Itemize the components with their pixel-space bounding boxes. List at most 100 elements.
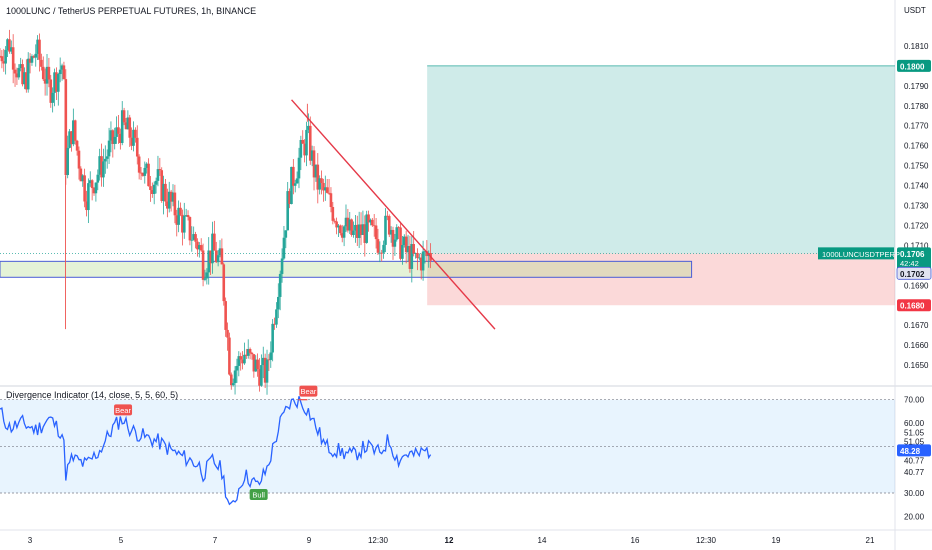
candle-body [222,264,226,302]
price-tick-label: 0.1730 [904,201,929,210]
candle-body [124,122,128,130]
signal-bear-badge [114,404,133,416]
candle-body [179,207,182,215]
candle-body [47,66,51,80]
candle-body [378,252,382,254]
candle-body [344,217,348,227]
candle-body [297,157,301,179]
price-tick-label: 0.1670 [904,321,929,330]
time-tick-label: 21 [866,536,875,545]
candle-body [278,273,282,297]
candle-body [207,250,211,273]
candle-body [331,207,335,221]
signal-bear-label: Bear [300,387,316,396]
price-tick-label: 0.1810 [904,42,929,51]
candle-body [149,186,152,191]
candle-body [41,66,45,80]
chart-title: 1000LUNC / TetherUS PERPETUAL FUTURES, 1… [6,6,256,16]
candle-body [209,250,212,264]
candle-body [87,183,90,211]
candle-body [282,237,286,259]
candle-body [386,215,389,217]
candle-body [263,357,267,383]
candle-body [198,245,201,250]
candle-body [318,178,321,190]
candle-body [15,73,19,78]
candle-body [2,61,6,64]
candle-body [290,166,293,205]
time-tick-label: 12:30 [696,536,717,545]
indicator-value-label: 48.28 [900,447,921,456]
candle-body [226,329,229,338]
candle-body [258,369,261,386]
candle-body [218,248,222,256]
candle-body [117,127,120,134]
candle-body [34,53,38,58]
candle-body [245,354,248,356]
candle-body [384,215,387,245]
candle-body [25,72,28,90]
candle-body [314,164,318,178]
indicator-tick-label: 70.00 [904,396,925,405]
candle-body [75,140,79,151]
candle-body [224,301,227,330]
indicator-tick-label: 40.77 [904,468,925,477]
candle-body [79,168,83,182]
candle-body [186,215,190,218]
candle-body [17,68,21,78]
candle-body [414,252,417,254]
candle-body [421,251,425,271]
candle-body [102,161,105,178]
candle-body [273,323,276,325]
candle-body [324,187,327,191]
candle-body [169,191,173,202]
candle-body [90,180,94,189]
candle-body [36,39,39,54]
candle-body [143,167,147,176]
candle-body [32,56,36,58]
candle-body [252,354,256,372]
candle-body [105,156,109,159]
candle-body [23,72,26,85]
candle-body [367,214,370,223]
candle-body [211,233,214,264]
candle-body [145,163,148,168]
candle-body [4,50,7,64]
candle-body [203,278,207,280]
signal-bull-badge [249,489,268,500]
candle-body [83,175,86,202]
stop-price-badge [897,299,931,312]
candle-body [166,201,169,209]
candle-body [333,220,337,222]
candle-body [339,225,342,234]
candle-body [256,359,259,370]
time-tick-label: 16 [631,536,640,545]
price-tick-label: 0.1770 [904,122,929,131]
candle-body [53,72,56,93]
candle-body [196,241,199,250]
candle-body [423,251,427,253]
candle-body [8,39,11,52]
candle-body [237,356,241,366]
candle-body [228,337,231,375]
candle-body [182,215,186,233]
candle-body [301,140,305,144]
candle-body [164,183,167,202]
candle-body [214,250,218,263]
target-price-badge [897,59,931,72]
indicator-tick-label: 51.05 [904,428,925,437]
symbol-tag [818,247,894,260]
trend-line[interactable] [291,99,496,330]
time-tick-label: 7 [213,536,218,545]
candle-body [152,184,156,194]
price-tick-label: 0.1690 [904,281,929,290]
candle-body [167,191,171,209]
candle-body [350,219,353,235]
candle-body [9,47,13,52]
target-price-label: 0.1800 [900,62,925,71]
support-zone[interactable] [0,260,693,278]
candle-body [399,227,402,259]
candle-body [292,166,295,186]
candle-body [192,234,195,240]
